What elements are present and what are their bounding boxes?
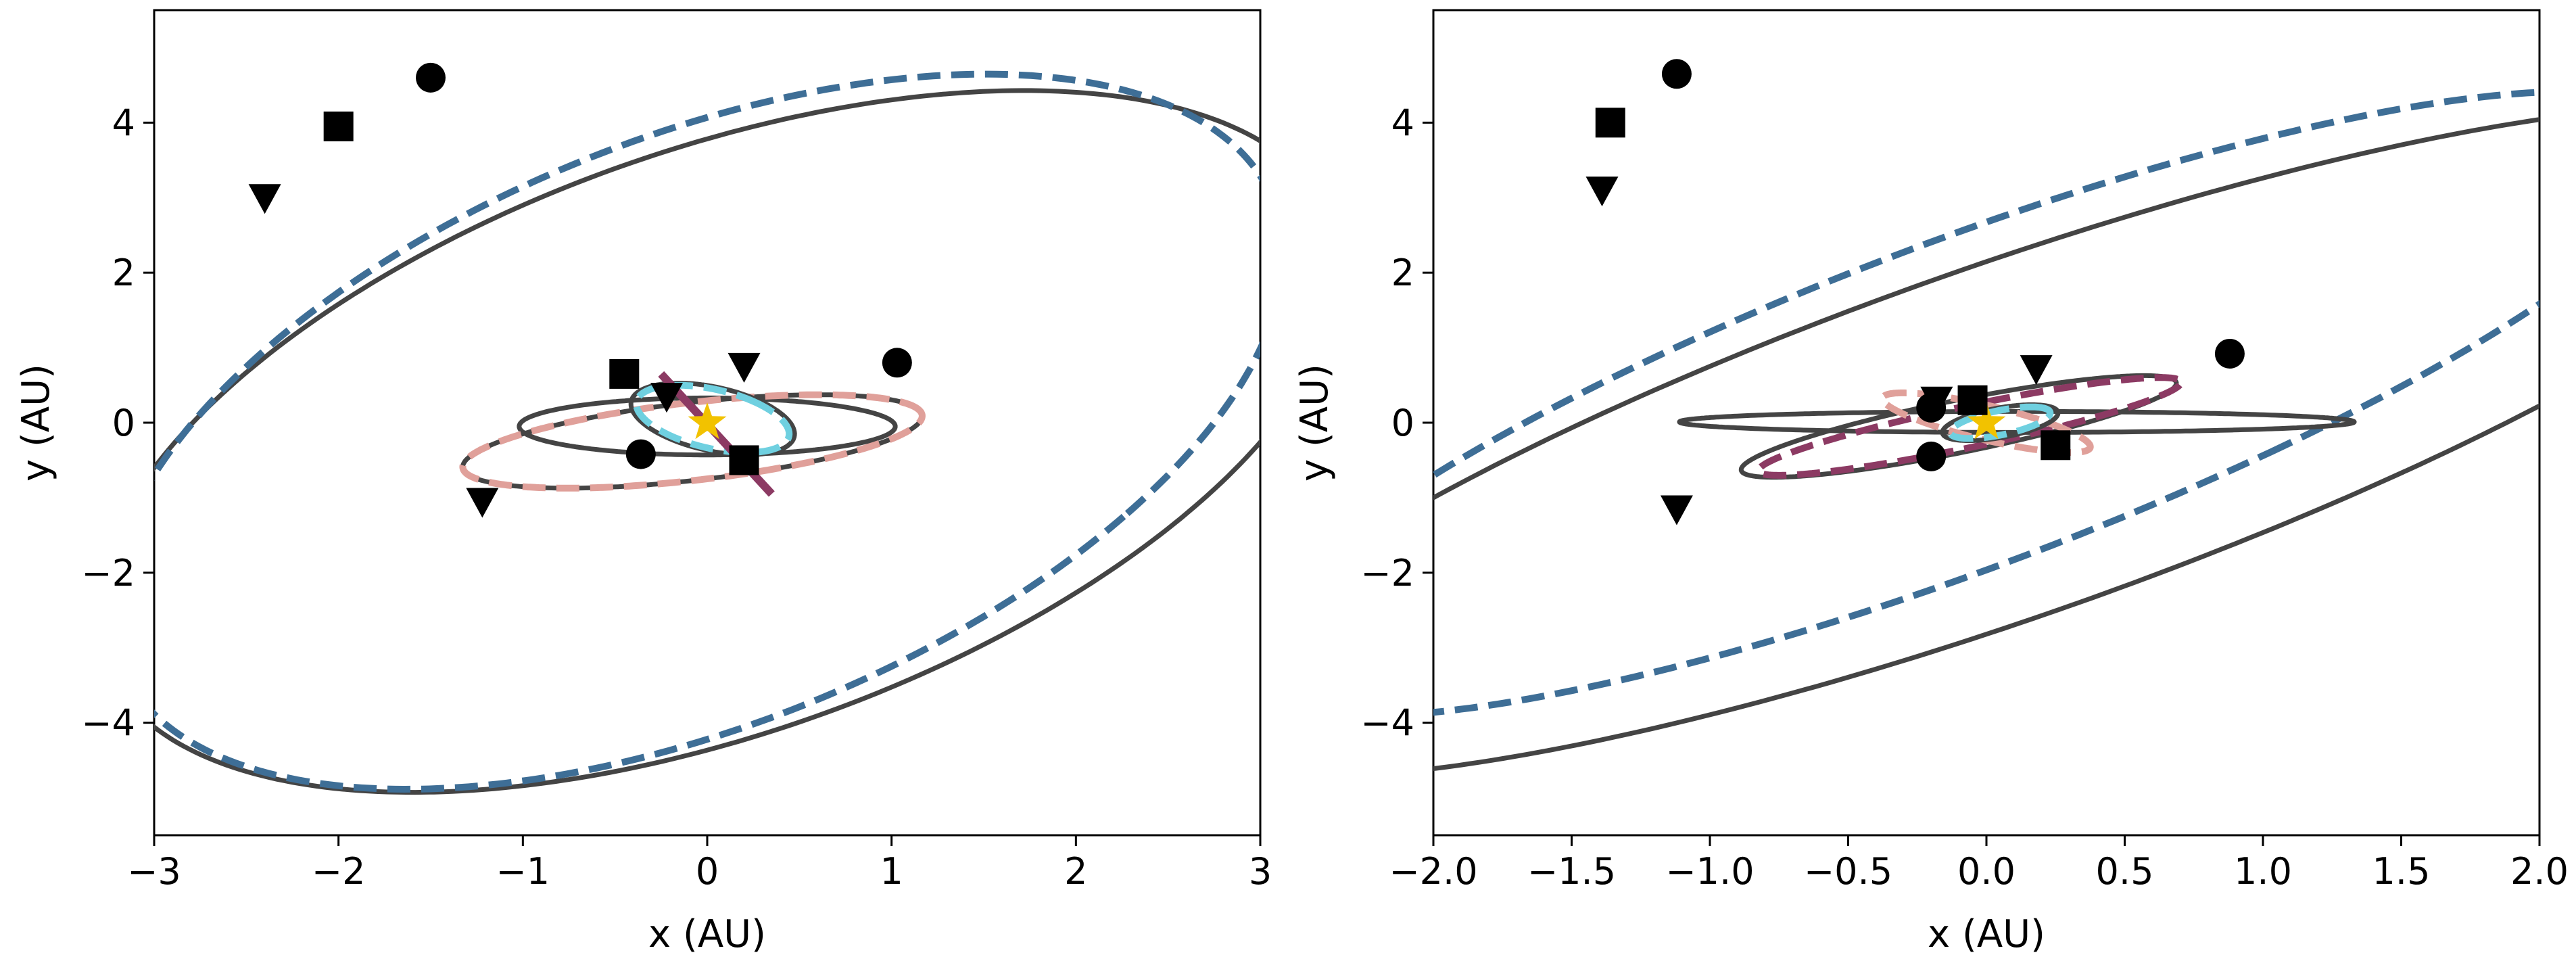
y-tick-label: 0: [1391, 402, 1414, 444]
right-y-ticks: −4 −2 0 2 4: [1360, 101, 1433, 745]
star-marker: [1967, 402, 2006, 440]
star-marker: [688, 402, 727, 440]
x-tick-label: −1: [496, 850, 550, 893]
triangle-down-marker: [2020, 355, 2053, 385]
circle-marker: [625, 439, 656, 469]
series-0: [1433, 117, 2539, 772]
left-panel: −3 −2 −1 0 1 2 3 −4 −2 0 2 4 x (AU) y (AU): [14, 9, 1272, 956]
x-tick-label: 1: [880, 850, 903, 893]
x-tick-label: 0.5: [2096, 850, 2154, 893]
series-5: [1879, 389, 2094, 457]
series-2: [517, 395, 898, 458]
triangle-down-marker: [1585, 177, 1619, 207]
y-tick-label: 2: [1391, 252, 1414, 294]
right-x-axis-label: x (AU): [1928, 912, 2045, 956]
y-tick-label: 4: [1391, 101, 1414, 144]
x-tick-label: 1.5: [2372, 850, 2431, 893]
right-panel: −2.0 −1.5 −1.0 −0.5 0.0 0.5 1.0 1.5 2.0 −4−2024 …: [1293, 9, 2569, 956]
triangle-down-marker: [728, 352, 761, 383]
x-tick-label: −2: [312, 850, 366, 893]
right-plot-content: [1433, 59, 2539, 772]
triangle-down-marker: [248, 184, 281, 214]
x-tick-label: −0.5: [1804, 850, 1892, 893]
y-tick-label: 2: [112, 252, 135, 294]
x-tick-label: 0: [696, 850, 719, 893]
left-y-ticks: −4 −2 0 2 4: [81, 101, 154, 745]
y-tick-label: 0: [112, 402, 135, 444]
x-tick-label: −3: [127, 850, 181, 893]
x-tick-label: 2: [1064, 850, 1087, 893]
series-7: [1947, 403, 2054, 442]
right-y-axis-label: y (AU): [1293, 364, 1337, 482]
square-marker: [609, 358, 640, 389]
circle-marker: [1916, 441, 1947, 471]
series-6: [633, 381, 793, 457]
square-marker: [2041, 430, 2071, 461]
x-tick-label: −1.5: [1527, 850, 1616, 893]
left-x-ticks: −3 −2 −1 0 1 2 3: [127, 835, 1272, 893]
triangle-down-marker: [1660, 495, 1693, 525]
circle-marker: [882, 348, 912, 378]
x-tick-label: −1.0: [1665, 850, 1754, 893]
x-tick-label: 3: [1249, 850, 1272, 893]
circle-marker: [416, 62, 446, 93]
series-4: [1755, 374, 2185, 479]
y-tick-label: −4: [81, 702, 135, 745]
y-tick-label: −2: [81, 552, 135, 594]
triangle-down-marker: [650, 383, 684, 413]
triangle-down-marker: [466, 488, 499, 518]
series-0: [154, 88, 1260, 795]
right-x-ticks: −2.0 −1.5 −1.0 −0.5 0.0 0.5 1.0 1.5 2.0: [1389, 835, 2569, 893]
square-marker: [729, 445, 759, 475]
square-marker: [1957, 385, 1988, 415]
square-marker: [323, 111, 354, 141]
left-plot-content: [154, 62, 1260, 795]
left-y-axis-label: y (AU): [14, 364, 58, 482]
y-tick-label: −2: [1360, 552, 1414, 594]
series-1: [1433, 89, 2539, 716]
x-tick-label: 2.0: [2510, 850, 2569, 893]
circle-marker: [1916, 392, 1947, 423]
series-2: [1677, 408, 2357, 435]
circle-marker: [2214, 338, 2245, 369]
circle-marker: [1661, 59, 1692, 89]
left-x-axis-label: x (AU): [648, 912, 766, 956]
square-marker: [1595, 108, 1625, 138]
series-1: [154, 70, 1260, 793]
x-tick-label: 1.0: [2234, 850, 2292, 893]
y-tick-label: 4: [112, 101, 135, 144]
x-tick-label: −2.0: [1389, 850, 1477, 893]
series-4: [459, 391, 926, 492]
x-tick-label: 0.0: [1957, 850, 2016, 893]
y-tick-label: −4: [1360, 702, 1414, 745]
